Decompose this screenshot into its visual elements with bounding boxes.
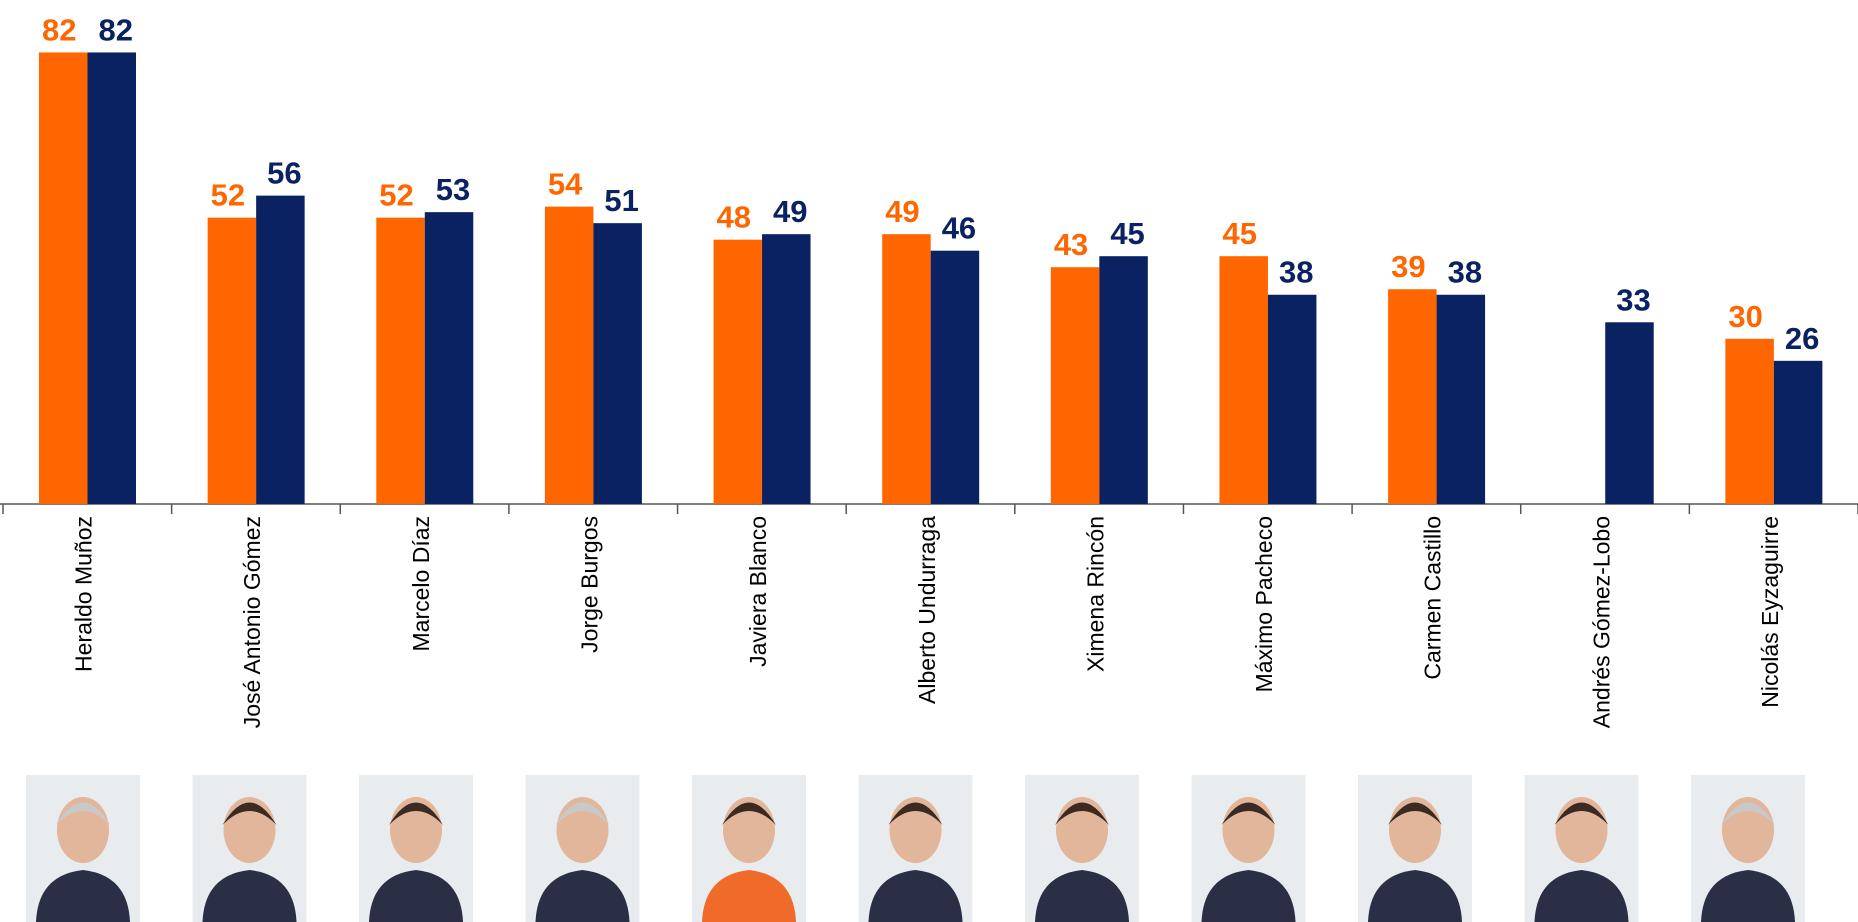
x-tick-label: Nicolás Eyzaguirre (1757, 516, 1783, 708)
value-label: 51 (604, 183, 638, 218)
x-tick-label: Alberto Undurraga (914, 516, 940, 704)
bar (1268, 295, 1317, 504)
bar (256, 196, 305, 504)
value-label: 48 (717, 200, 751, 235)
bar (208, 218, 256, 504)
portrait (526, 775, 640, 922)
bar (376, 218, 425, 504)
portrait (1691, 775, 1805, 922)
portrait (692, 775, 806, 922)
portrait (1025, 775, 1139, 922)
value-label: 38 (1448, 255, 1482, 290)
bar (1388, 289, 1437, 504)
bar (545, 207, 594, 504)
bar (1219, 256, 1268, 504)
value-label: 82 (42, 12, 76, 47)
bar (1605, 322, 1654, 504)
value-label: 38 (1279, 255, 1313, 290)
bar (1725, 339, 1774, 504)
value-label: 49 (885, 194, 919, 229)
bar (1051, 267, 1100, 504)
value-label: 52 (379, 178, 413, 213)
bar (88, 52, 137, 504)
value-label: 39 (1391, 249, 1425, 284)
value-label: 43 (1054, 227, 1088, 262)
value-label: 53 (436, 172, 470, 207)
portrait (1358, 775, 1472, 922)
bar (593, 223, 642, 504)
x-tick-label: Ximena Rincón (1082, 516, 1108, 672)
bar (39, 52, 88, 504)
x-tick-label: Andrés Gómez-Lobo (1588, 516, 1614, 728)
x-tick-label: José Antonio Gómez (239, 516, 265, 728)
bar (931, 251, 980, 504)
value-label: 30 (1728, 299, 1762, 334)
value-label: 45 (1222, 216, 1256, 251)
value-label: 82 (99, 12, 133, 47)
x-tick-label: Jorge Burgos (576, 516, 602, 653)
portrait (26, 775, 140, 922)
bar (714, 240, 763, 504)
x-tick-label: Máximo Pacheco (1251, 516, 1277, 692)
x-tick-label: Marcelo Díaz (408, 516, 434, 651)
bar (762, 234, 811, 504)
x-tick-label: Javiera Blanco (745, 516, 771, 667)
portrait (359, 775, 473, 922)
value-label: 45 (1110, 216, 1144, 251)
value-label: 52 (211, 178, 245, 213)
value-label: 26 (1785, 321, 1819, 356)
portrait (193, 775, 307, 922)
value-label: 46 (942, 211, 976, 246)
portrait (1192, 775, 1306, 922)
x-tick-label: Carmen Castillo (1420, 516, 1446, 680)
value-label: 33 (1616, 282, 1650, 317)
portrait (859, 775, 973, 922)
bar (1774, 361, 1823, 504)
value-label: 54 (548, 167, 583, 202)
chart: 82 52 52 54 48 49 43 45 39 30 82 56 53 51 49 46 45 38 38 33… (0, 0, 1858, 922)
bar (882, 234, 931, 504)
bar (425, 212, 474, 504)
bar (1099, 256, 1148, 504)
value-label: 49 (773, 194, 807, 229)
x-tick-label: Heraldo Muñoz (71, 516, 97, 672)
portrait (1525, 775, 1639, 922)
bar (1437, 295, 1486, 504)
value-label: 56 (267, 156, 301, 191)
